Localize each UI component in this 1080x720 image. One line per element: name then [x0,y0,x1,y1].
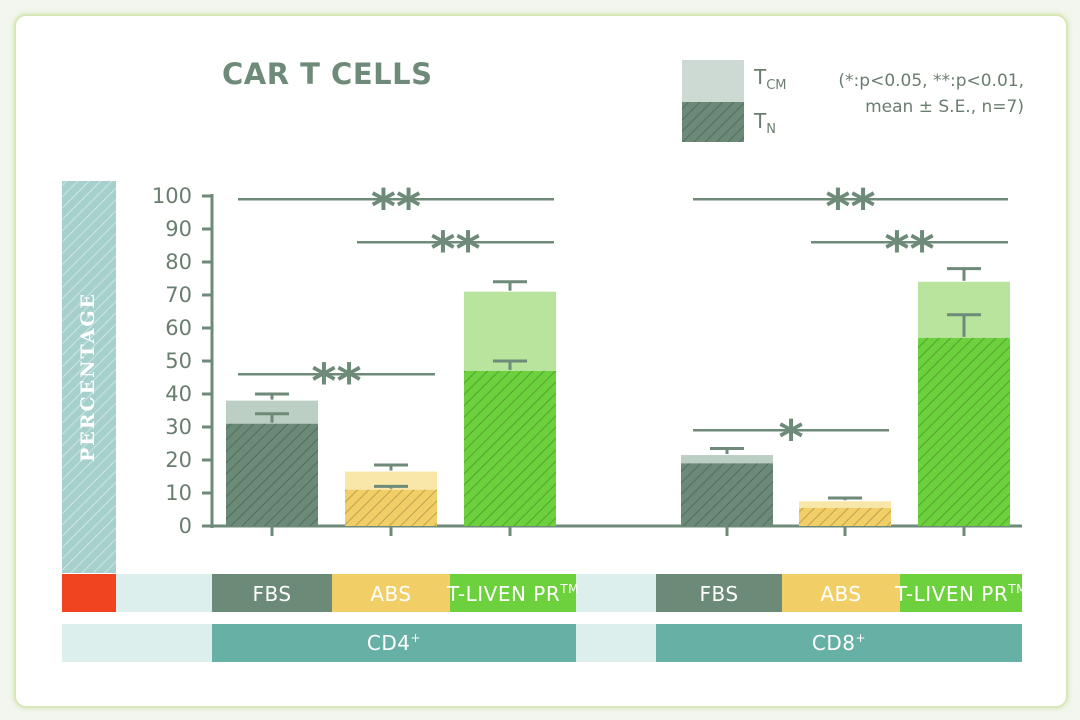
y-tick-label-20: 20 [165,448,192,472]
legend-label-tn: TN [753,109,776,137]
y-axis-ticks: 0 10 20 30 40 50 60 70 80 90 100 [152,184,212,538]
condition-label-cd4-t-liven-pr: T-LIVEN PRTM [446,582,579,606]
condition-label-cd8-fbs: FBS [699,582,738,606]
car-t-cells-chart: CAR T CELLS TCM TN (*:p<0.05, **:p<0.01,… [62,57,1027,662]
condition-band-cd8-t-liven-pr [900,574,1022,612]
legend: TCM TN [682,60,787,142]
bar-tcm-cd4-t-liven-pr [464,291,556,371]
y-tick-label-80: 80 [165,250,192,274]
bar-tn-hatch-cd4-t-liven-pr [464,370,556,526]
error-bars [255,267,981,501]
group-band-cd8 [656,624,1022,662]
y-tick-label-0: 0 [179,514,192,538]
bar-tn-hatch-cd4-abs [345,489,437,526]
bar-tn-hatch-cd4-fbs [226,423,318,526]
group-band-spacer-middle [576,624,656,662]
significance-label-3: ** [825,179,875,235]
figure-panel: CAR T CELLS TCM TN (*:p<0.05, **:p<0.01,… [14,14,1068,708]
legend-swatch-tn-hatch [682,102,744,142]
group-label-cd8: CD8+ [812,631,866,655]
y-tick-label-60: 60 [165,316,192,340]
y-tick-label-90: 90 [165,217,192,241]
bar-tn-hatch-cd8-abs [799,507,891,526]
accent-block [62,574,116,612]
significance-brackets: *********** [238,179,1008,466]
y-axis-label: PERCENTAGE [77,292,99,462]
y-tick-label-50: 50 [165,349,192,373]
legend-label-tcm: TCM [753,65,787,93]
bar-tn-hatch-cd8-t-liven-pr [918,337,1010,526]
group-band-cd4 [212,624,576,662]
condition-label-cd8-t-liven-pr: T-LIVEN PRTM [894,582,1027,606]
label-band-spacer-middle [576,574,656,612]
significance-label-4: ** [884,222,934,278]
y-tick-label-10: 10 [165,481,192,505]
significance-label-1: ** [430,222,480,278]
y-axis-label-band-hatch [62,181,116,573]
condition-labels: FBS ABS T-LIVEN PRTM FBS ABS T-LIVEN PRTM [212,574,1027,612]
bar-tn-hatch-cd8-fbs [681,463,773,526]
bar-tcm-cd8-fbs [681,455,773,464]
condition-band-cd8-fbs [656,574,782,612]
legend-swatch-tcm [682,60,744,102]
significance-label-5: * [778,410,803,466]
bar-tcm-cd4-abs [345,471,437,490]
group-band-spacer-left [62,624,212,662]
y-tick-label-70: 70 [165,283,192,307]
x-axis-ticks [270,526,966,536]
y-tick-label-40: 40 [165,382,192,406]
y-tick-label-100: 100 [152,184,192,208]
y-tick-label-30: 30 [165,415,192,439]
group-label-cd4: CD4+ [367,631,421,655]
significance-label-0: ** [371,179,421,235]
condition-band-cd4-t-liven-pr [450,574,576,612]
condition-label-cd4-abs: ABS [370,582,411,606]
bar-tcm-cd4-fbs [226,400,318,424]
condition-band-cd4-fbs [212,574,332,612]
significance-label-2: ** [311,354,361,410]
condition-band-cd4-abs [332,574,450,612]
condition-label-cd8-abs: ABS [820,582,861,606]
bar-tcm-cd8-abs [799,501,891,508]
condition-label-cd4-fbs: FBS [252,582,291,606]
label-band-spacer-left [116,574,212,612]
chart-title: CAR T CELLS [222,57,432,91]
condition-band-cd8-abs [782,574,900,612]
stats-note-line-2: mean ± S.E., n=7) [865,97,1024,117]
stats-note-line-1: (*:p<0.05, **:p<0.01, [838,71,1024,91]
